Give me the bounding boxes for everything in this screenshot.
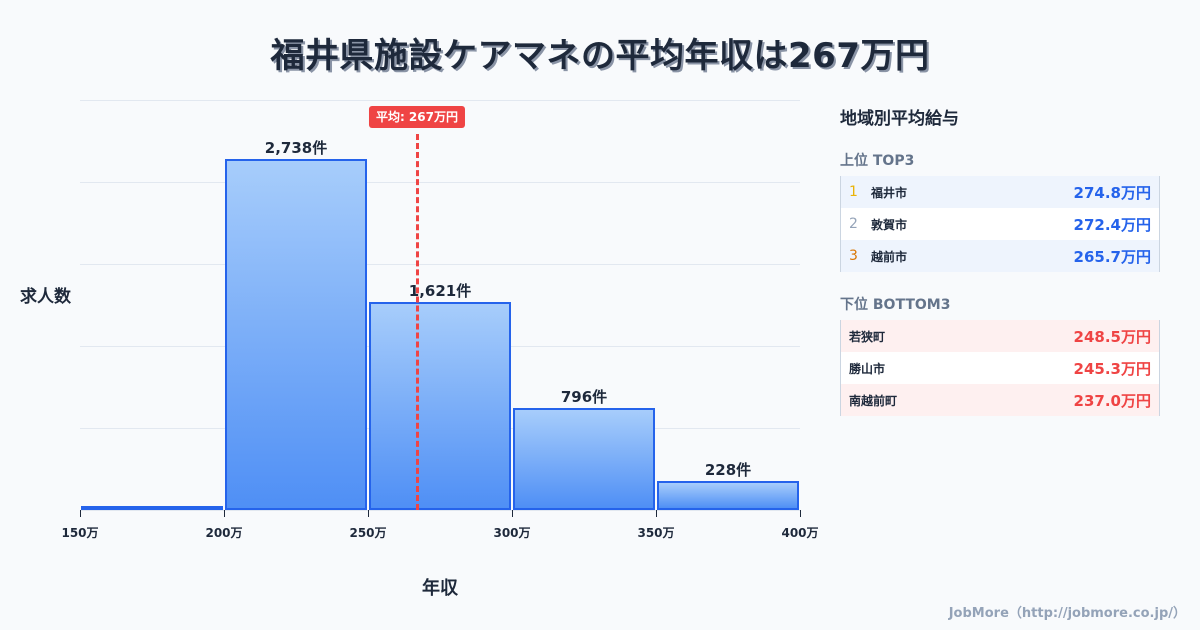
region-name: 越前市: [871, 249, 908, 264]
region-salary: 248.5万円: [1073, 327, 1151, 346]
gridline: [80, 264, 800, 265]
histogram-bar: [225, 159, 367, 510]
bar-value-label: 1,621件: [408, 282, 472, 301]
bottom3-table: 若狭町 248.5万円 勝山市 245.3万円 南越前町 237.0万円: [840, 320, 1160, 416]
x-tick: [800, 510, 801, 517]
region-salary: 272.4万円: [1073, 215, 1151, 234]
region-name: 勝山市: [849, 361, 886, 376]
bar-value-label: 2,738件: [264, 139, 328, 158]
x-axis-line: [80, 510, 800, 511]
rank-number: 3: [849, 248, 858, 264]
region-name: 若狭町: [849, 329, 886, 344]
region-name: 福井市: [871, 185, 908, 200]
x-tick: [368, 510, 369, 517]
top3-row: 2 敦賀市 272.4万円: [841, 208, 1159, 240]
top3-row: 3 越前市 265.7万円: [841, 240, 1159, 272]
bottom3-heading: 下位 BOTTOM3: [840, 297, 951, 313]
x-axis-label: 年収: [422, 578, 458, 599]
histogram-bar: [81, 506, 223, 510]
histogram-bar: [369, 302, 511, 510]
chart-title: 福井県施設ケアマネの平均年収は267万円: [270, 36, 930, 76]
mean-badge: 平均: 267万円: [368, 106, 465, 128]
region-salary: 245.3万円: [1073, 359, 1151, 378]
bottom3-row: 勝山市 245.3万円: [841, 352, 1159, 384]
x-tick-label: 200万: [205, 526, 243, 540]
region-salary: 237.0万円: [1073, 391, 1151, 410]
x-tick-label: 350万: [637, 526, 675, 540]
bar-value-label: 796件: [560, 388, 608, 406]
regional-salary-panel: 地域別平均給与 上位 TOP3 1 福井市 274.8万円 2 敦賀市 272.…: [840, 104, 1160, 416]
top3-row: 1 福井市 274.8万円: [841, 176, 1159, 208]
region-name: 敦賀市: [871, 217, 908, 232]
histogram-plot: 2,738件 1,621件 796件 228件 平均: 267万円: [80, 100, 800, 510]
y-axis-label: 求人数: [20, 287, 71, 307]
bar-value-label: 228件: [704, 460, 752, 479]
bottom3-row: 南越前町 237.0万円: [841, 384, 1159, 416]
top3-table: 1 福井市 274.8万円 2 敦賀市 272.4万円 3 越前市 265.7万…: [840, 176, 1160, 272]
x-tick: [512, 510, 513, 517]
rank-number: 2: [849, 216, 858, 232]
gridline: [80, 182, 800, 183]
x-tick-label: 400万: [781, 526, 819, 540]
rank-number: 1: [849, 184, 858, 200]
x-tick-label: 150万: [61, 526, 99, 540]
x-tick: [656, 510, 657, 517]
x-tick-label: 300万: [493, 526, 531, 540]
histogram-bar: [657, 480, 799, 510]
mean-line: [415, 134, 419, 510]
region-salary: 274.8万円: [1073, 183, 1151, 202]
x-tick: [80, 510, 81, 517]
histogram-bar: [513, 408, 655, 510]
region-salary: 265.7万円: [1073, 247, 1151, 266]
gridline: [80, 100, 800, 101]
top3-heading: 上位 TOP3: [840, 153, 915, 169]
x-tick-label: 250万: [349, 526, 387, 540]
panel-title: 地域別平均給与: [840, 109, 959, 129]
x-tick: [224, 510, 225, 517]
source-credit: JobMore（http://jobmore.co.jp/）: [948, 606, 1186, 621]
region-name: 南越前町: [849, 393, 898, 408]
bottom3-row: 若狭町 248.5万円: [841, 320, 1159, 352]
